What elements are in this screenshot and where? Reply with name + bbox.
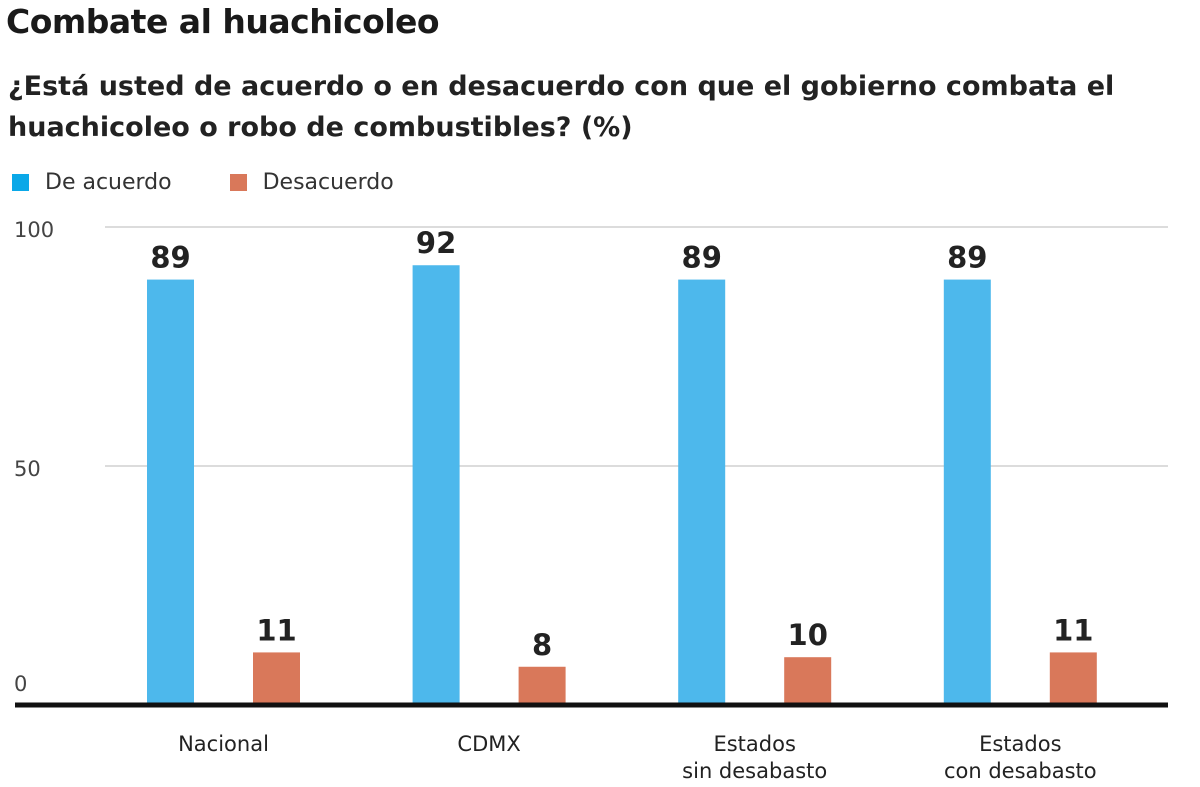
x-tick-label: CDMX — [457, 732, 520, 756]
x-tick-label: Estados — [713, 732, 795, 756]
bar-desacuerdo — [253, 652, 300, 705]
bar-de-acuerdo — [412, 265, 460, 705]
data-label: 11 — [256, 613, 296, 647]
bar-de-acuerdo — [147, 279, 194, 705]
bar-de-acuerdo — [678, 279, 726, 705]
x-tick-label: Estados — [979, 732, 1061, 756]
y-tick-label: 0 — [14, 672, 27, 696]
bar-de-acuerdo — [943, 279, 991, 705]
chart-subtitle: ¿Está usted de acuerdo o en desacuerdo c… — [8, 71, 1115, 143]
data-label: 89 — [150, 241, 190, 275]
bar-desacuerdo — [1049, 652, 1097, 705]
bar-desacuerdo — [784, 657, 832, 705]
x-tick-label: sin desabasto — [682, 759, 827, 783]
data-label: 10 — [788, 618, 828, 652]
legend-swatch-desacuerdo — [229, 174, 247, 191]
legend-swatch-de-acuerdo — [12, 174, 29, 191]
chart-title: Combate al huachicoleo — [6, 2, 440, 41]
y-tick-label: 100 — [14, 218, 54, 242]
y-tick-label: 50 — [14, 457, 41, 481]
data-label: 89 — [947, 241, 987, 275]
legend-item-desacuerdo: Desacuerdo — [229, 170, 394, 195]
x-tick-label: Nacional — [178, 732, 269, 756]
legend-label: Desacuerdo — [262, 170, 394, 195]
data-label: 92 — [416, 226, 456, 260]
legend-label: De acuerdo — [45, 170, 172, 195]
data-label: 89 — [682, 241, 722, 275]
bar-desacuerdo — [518, 666, 566, 705]
x-tick-label: con desabasto — [944, 759, 1097, 783]
legend-item-de-acuerdo: De acuerdo — [12, 170, 172, 195]
data-label: 11 — [1053, 613, 1093, 647]
legend: De acuerdo Desacuerdo — [12, 170, 452, 195]
data-label: 8 — [532, 628, 552, 662]
